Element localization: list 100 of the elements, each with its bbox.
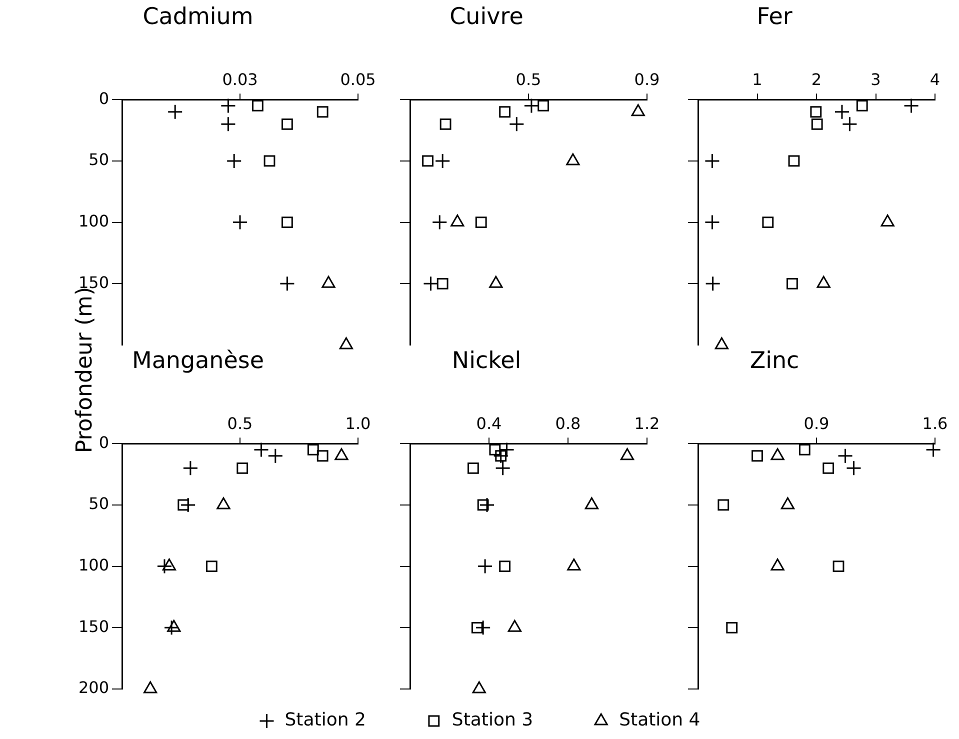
point — [307, 444, 319, 456]
point — [816, 276, 830, 288]
legend-label: Station 4 — [619, 710, 700, 731]
point — [436, 278, 448, 290]
point — [811, 118, 823, 130]
x-tick-label: 1.2 — [634, 414, 660, 434]
x-tick-label: 0.8 — [555, 414, 581, 434]
point — [798, 444, 810, 456]
point — [450, 214, 464, 227]
point — [422, 276, 438, 292]
point — [440, 118, 452, 130]
point — [252, 100, 264, 112]
point — [164, 620, 180, 636]
chart-title: Nickel — [452, 348, 522, 374]
point — [705, 276, 721, 292]
x-tick-label: 1.0 — [345, 414, 371, 434]
point — [167, 104, 183, 120]
x-tick-label: 0.05 — [340, 70, 376, 90]
point — [432, 214, 448, 230]
point — [714, 337, 729, 350]
point — [316, 450, 328, 462]
y-tick-label: 150 — [78, 616, 109, 636]
x-tick-label: 1.6 — [922, 414, 948, 434]
chart-title: Cadmium — [142, 4, 254, 30]
point — [264, 155, 276, 167]
point — [422, 155, 434, 167]
point — [780, 497, 795, 510]
point — [524, 98, 540, 114]
point — [786, 278, 798, 290]
chart-title: Zinc — [750, 348, 800, 374]
point — [282, 216, 293, 228]
point — [339, 337, 354, 350]
point — [180, 497, 196, 513]
x-tick-label: 0.4 — [476, 414, 502, 434]
x-tick-label: 0.9 — [634, 70, 660, 90]
point — [178, 499, 190, 511]
chart-title: Manganèse — [132, 348, 264, 374]
y-tick-label: 0 — [98, 88, 109, 108]
point — [926, 442, 942, 458]
x-tick-label: 0.03 — [222, 70, 258, 90]
point — [268, 448, 284, 464]
point — [477, 499, 489, 511]
point — [167, 620, 181, 632]
point — [226, 153, 242, 169]
point — [846, 460, 862, 476]
point — [810, 106, 822, 118]
point — [832, 560, 844, 572]
point — [206, 560, 218, 572]
point — [162, 558, 176, 571]
y-tick-label: 100 — [78, 211, 109, 230]
point — [236, 462, 248, 474]
point — [770, 448, 784, 460]
point — [322, 276, 336, 288]
point — [220, 116, 236, 132]
point — [726, 622, 738, 634]
y-tick-label: 50 — [88, 150, 109, 170]
point — [822, 462, 834, 474]
point — [220, 98, 236, 114]
point — [904, 98, 920, 114]
legend-label: Station 3 — [452, 710, 534, 731]
point — [479, 497, 495, 513]
point — [472, 681, 486, 694]
point — [762, 216, 774, 228]
y-tick-label: 100 — [78, 555, 109, 574]
point — [567, 558, 581, 571]
x-tick-label: 2 — [811, 70, 822, 90]
x-tick-label: 4 — [930, 70, 940, 90]
x-tick-label: 3 — [870, 70, 881, 90]
point — [182, 460, 198, 476]
x-tick-label: 1 — [752, 70, 762, 90]
point — [434, 153, 450, 169]
x-tick-label: 0.5 — [516, 70, 542, 90]
point — [770, 558, 784, 571]
point — [838, 448, 854, 464]
point — [508, 116, 524, 132]
point — [834, 104, 850, 120]
point — [216, 497, 230, 510]
point — [718, 499, 730, 511]
point — [477, 558, 493, 574]
y-tick-label: 0 — [98, 432, 109, 452]
legend-label: Station 2 — [284, 710, 366, 731]
point — [232, 214, 248, 230]
y-tick-label: 50 — [88, 494, 109, 514]
point — [499, 560, 510, 572]
chart-title: Cuivre — [450, 4, 524, 30]
point — [253, 442, 269, 458]
point — [704, 214, 720, 230]
point — [475, 216, 487, 228]
point — [156, 558, 172, 574]
point — [499, 106, 510, 118]
point — [475, 620, 491, 636]
point — [316, 106, 328, 118]
point — [489, 444, 501, 456]
x-tick-label: 0.5 — [227, 414, 253, 434]
point — [842, 116, 858, 132]
point — [282, 118, 293, 130]
point — [144, 681, 158, 694]
point — [880, 214, 894, 227]
point — [856, 100, 868, 112]
point — [704, 153, 720, 169]
